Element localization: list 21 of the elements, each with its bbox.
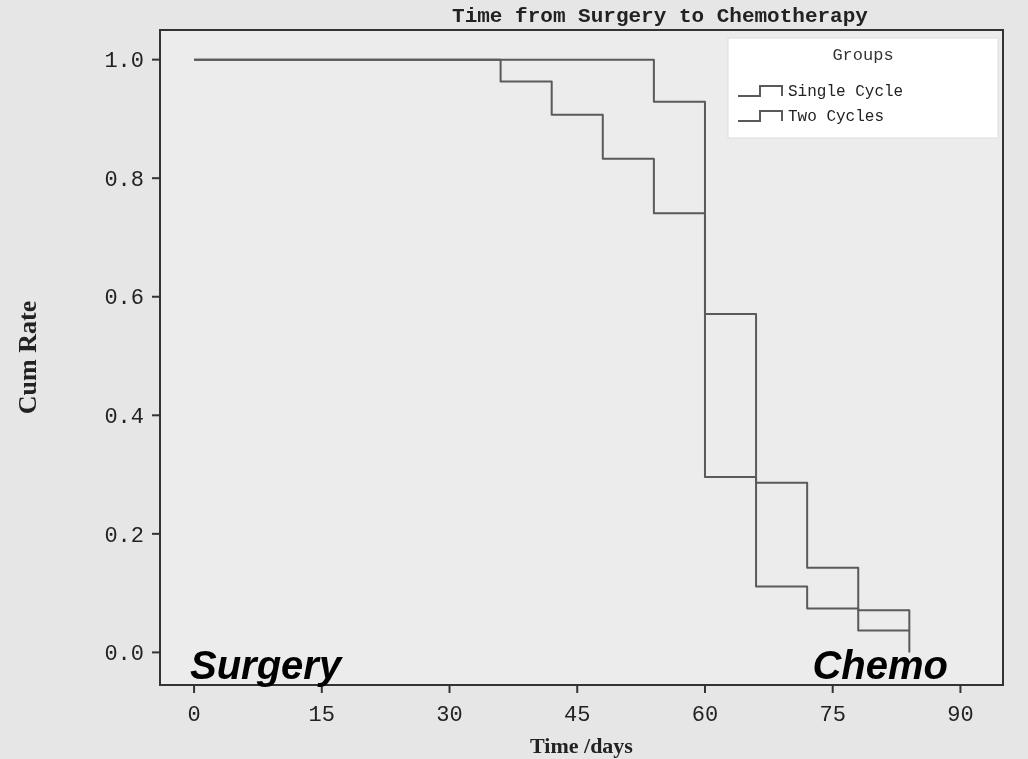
x-tick-label: 45: [564, 703, 591, 728]
x-tick-label: 0: [187, 703, 201, 728]
y-tick-label: 0.2: [104, 523, 144, 549]
x-tick-label: 30: [436, 703, 463, 728]
annotation: Chemo: [812, 643, 948, 687]
x-tick-label: 75: [819, 703, 846, 728]
y-tick-label: 0.8: [104, 167, 144, 193]
y-axis-title: Cum Rate: [13, 300, 42, 415]
annotation: Surgery: [190, 643, 343, 687]
chart-title: Time from Surgery to Chemotherapy: [452, 5, 869, 28]
y-tick-label: 0.6: [104, 286, 144, 312]
legend-label: Two Cycles: [788, 108, 885, 126]
x-tick-label: 15: [308, 703, 335, 728]
y-tick-label: 0.0: [104, 642, 144, 668]
legend-label: Single Cycle: [788, 83, 904, 101]
x-tick-label: 60: [691, 703, 719, 728]
legend-title: Groups: [832, 46, 894, 65]
x-axis-title: Time /days: [530, 733, 634, 758]
y-tick-label: 0.4: [104, 404, 144, 430]
y-tick-label: 1.0: [104, 49, 144, 75]
x-tick-label: 90: [947, 703, 974, 728]
